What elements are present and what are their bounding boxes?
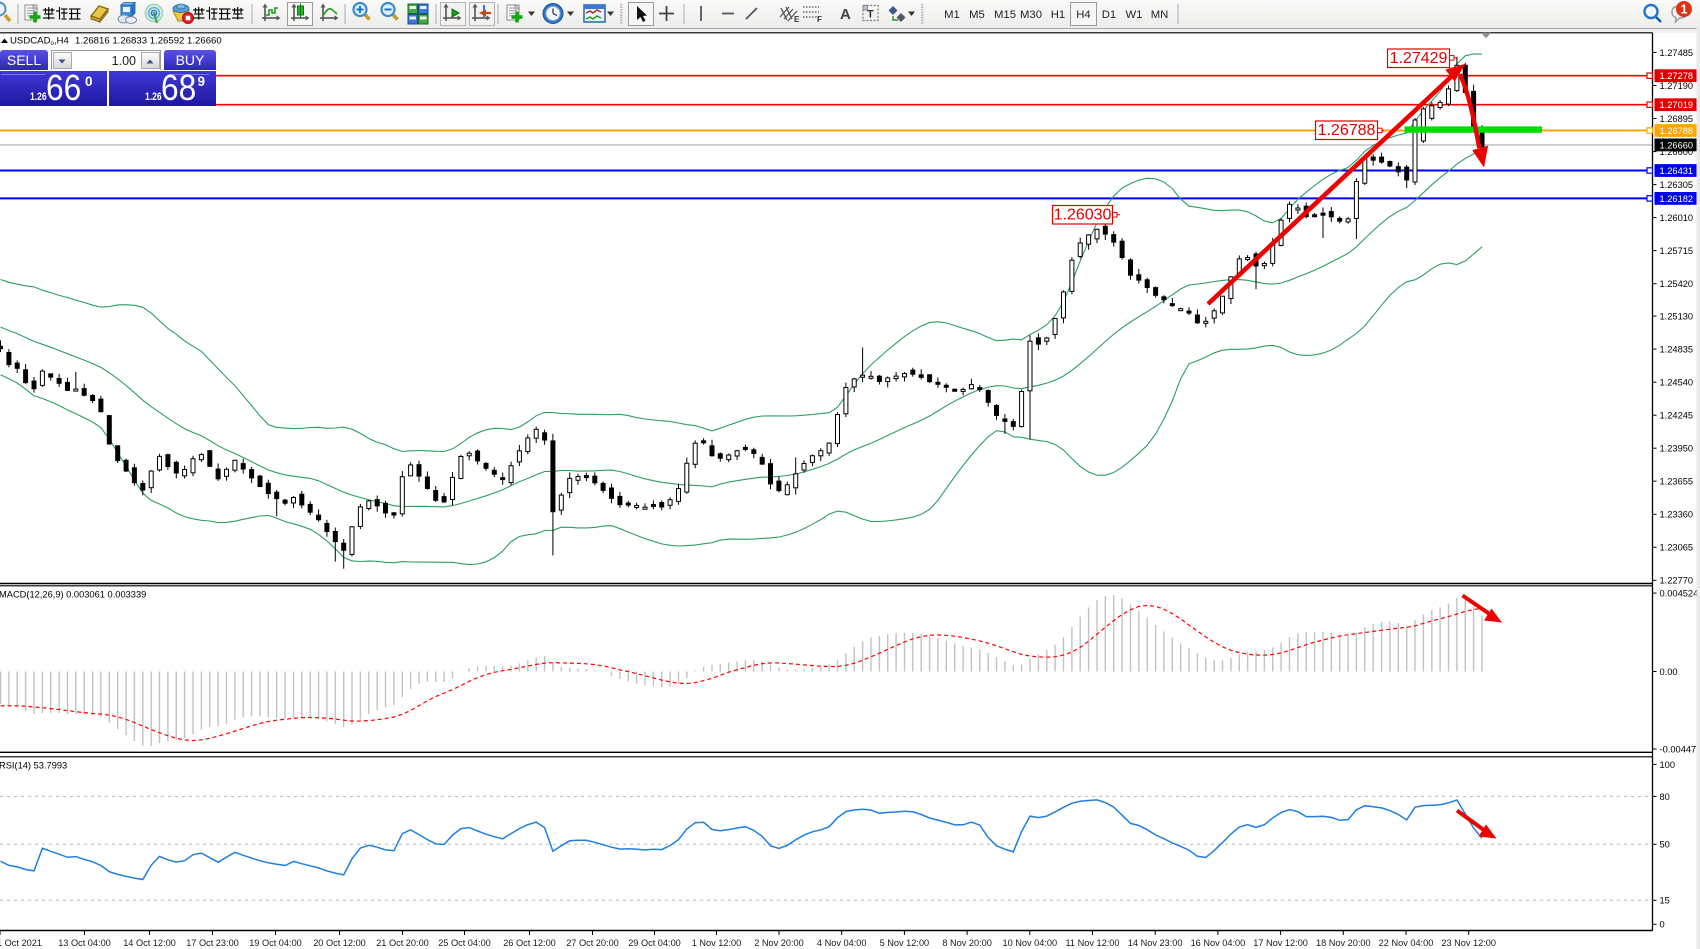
svg-text:1: 1	[1681, 3, 1688, 17]
svg-text:M15: M15	[994, 9, 1016, 21]
svg-text:M1: M1	[944, 9, 960, 21]
svg-text:80: 80	[1660, 792, 1670, 802]
svg-text:27 Oct 20:00: 27 Oct 20:00	[566, 938, 619, 948]
svg-text:1.26030: 1.26030	[1054, 207, 1112, 224]
svg-text:21 Oct 20:00: 21 Oct 20:00	[376, 938, 429, 948]
svg-text:10 Nov 04:00: 10 Nov 04:00	[1002, 938, 1057, 948]
svg-text:2 Nov 20:00: 2 Nov 20:00	[754, 938, 804, 948]
svg-text:1.26788: 1.26788	[1318, 122, 1376, 139]
svg-text:1.27019: 1.27019	[1660, 100, 1694, 110]
svg-text:MACD(12,26,9) 0.003061 0.00333: MACD(12,26,9) 0.003061 0.003339	[0, 590, 146, 600]
svg-text:8 Nov 20:00: 8 Nov 20:00	[942, 938, 992, 948]
svg-text:20 Oct 12:00: 20 Oct 12:00	[313, 938, 366, 948]
svg-text:1.26431: 1.26431	[1660, 166, 1694, 176]
svg-text:23 Nov 12:00: 23 Nov 12:00	[1441, 938, 1496, 948]
svg-text:1.26788: 1.26788	[1660, 126, 1694, 136]
svg-text:1.27429: 1.27429	[1390, 50, 1448, 67]
svg-text:11 Nov 12:00: 11 Nov 12:00	[1066, 938, 1120, 948]
svg-text:M30: M30	[1020, 9, 1042, 21]
svg-text:1 Nov 12:00: 1 Nov 12:00	[692, 938, 742, 948]
svg-text:14 Nov 23:00: 14 Nov 23:00	[1128, 938, 1183, 948]
svg-text:1.26816 1.26833 1.26592 1.2666: 1.26816 1.26833 1.26592 1.26660	[75, 36, 222, 47]
svg-text:5 Nov 12:00: 5 Nov 12:00	[880, 938, 930, 948]
svg-text:50: 50	[1660, 840, 1670, 850]
svg-text:H1: H1	[1051, 9, 1065, 21]
svg-text:29 Oct 04:00: 29 Oct 04:00	[628, 938, 681, 948]
svg-text:1.22770: 1.22770	[1660, 576, 1694, 586]
svg-text:22 Nov 04:00: 22 Nov 04:00	[1379, 938, 1434, 948]
svg-text:4 Nov 04:00: 4 Nov 04:00	[817, 938, 867, 948]
svg-text:1.27485: 1.27485	[1660, 48, 1694, 58]
svg-text:1.23950: 1.23950	[1660, 444, 1694, 454]
svg-text:19 Oct 04:00: 19 Oct 04:00	[249, 938, 302, 948]
svg-text:1.26182: 1.26182	[1660, 194, 1694, 204]
svg-text:1.25715: 1.25715	[1660, 246, 1694, 256]
svg-text:M5: M5	[969, 9, 985, 21]
svg-text:13 Oct 04:00: 13 Oct 04:00	[58, 938, 111, 948]
svg-text:1.23655: 1.23655	[1660, 477, 1694, 487]
svg-text:0.00: 0.00	[1660, 667, 1678, 677]
svg-text:1.23065: 1.23065	[1660, 543, 1694, 553]
svg-text:1.27190: 1.27190	[1660, 81, 1694, 91]
svg-text:E: E	[794, 15, 800, 24]
svg-text:26 Oct 12:00: 26 Oct 12:00	[503, 938, 556, 948]
svg-text:18 Nov 20:00: 18 Nov 20:00	[1316, 938, 1371, 948]
svg-text:15: 15	[1660, 896, 1670, 906]
svg-text:H4: H4	[1076, 9, 1090, 21]
svg-text:1.24245: 1.24245	[1660, 411, 1694, 421]
svg-text:17 Nov 12:00: 17 Nov 12:00	[1253, 938, 1308, 948]
svg-text:1.25130: 1.25130	[1660, 312, 1694, 322]
svg-text:16 Nov 04:00: 16 Nov 04:00	[1191, 938, 1246, 948]
svg-text:MN: MN	[1151, 9, 1169, 21]
svg-text:1.23360: 1.23360	[1660, 510, 1694, 520]
svg-text:0.004524: 0.004524	[1660, 589, 1699, 599]
svg-text:1.26600: 1.26600	[1660, 147, 1694, 157]
svg-text:1.27278: 1.27278	[1660, 71, 1694, 81]
svg-text:1 Oct 2021: 1 Oct 2021	[0, 938, 42, 948]
svg-text:-0.00447: -0.00447	[1660, 744, 1697, 754]
svg-text:25 Oct 04:00: 25 Oct 04:00	[438, 938, 491, 948]
svg-text:1.24835: 1.24835	[1660, 345, 1694, 355]
svg-text:RSI(14) 53.7993: RSI(14) 53.7993	[0, 761, 67, 771]
svg-text:1.24540: 1.24540	[1660, 378, 1694, 388]
svg-text:USDCADo,H4: USDCADo,H4	[10, 36, 69, 48]
svg-text:1.26010: 1.26010	[1660, 213, 1694, 223]
svg-text:1.26305: 1.26305	[1660, 180, 1694, 190]
svg-text:17 Oct 23:00: 17 Oct 23:00	[186, 938, 239, 948]
svg-text:F: F	[817, 15, 822, 24]
svg-text:1.26660: 1.26660	[1660, 140, 1694, 150]
svg-text:A: A	[840, 6, 851, 23]
svg-text:0: 0	[1660, 920, 1665, 930]
svg-text:1.25420: 1.25420	[1660, 279, 1694, 289]
svg-text:1.26895: 1.26895	[1660, 114, 1694, 124]
svg-text:14 Oct 12:00: 14 Oct 12:00	[123, 938, 176, 948]
svg-text:D1: D1	[1102, 9, 1116, 21]
svg-text:W1: W1	[1126, 9, 1143, 21]
svg-text:100: 100	[1660, 760, 1676, 770]
svg-text:T: T	[867, 9, 874, 21]
